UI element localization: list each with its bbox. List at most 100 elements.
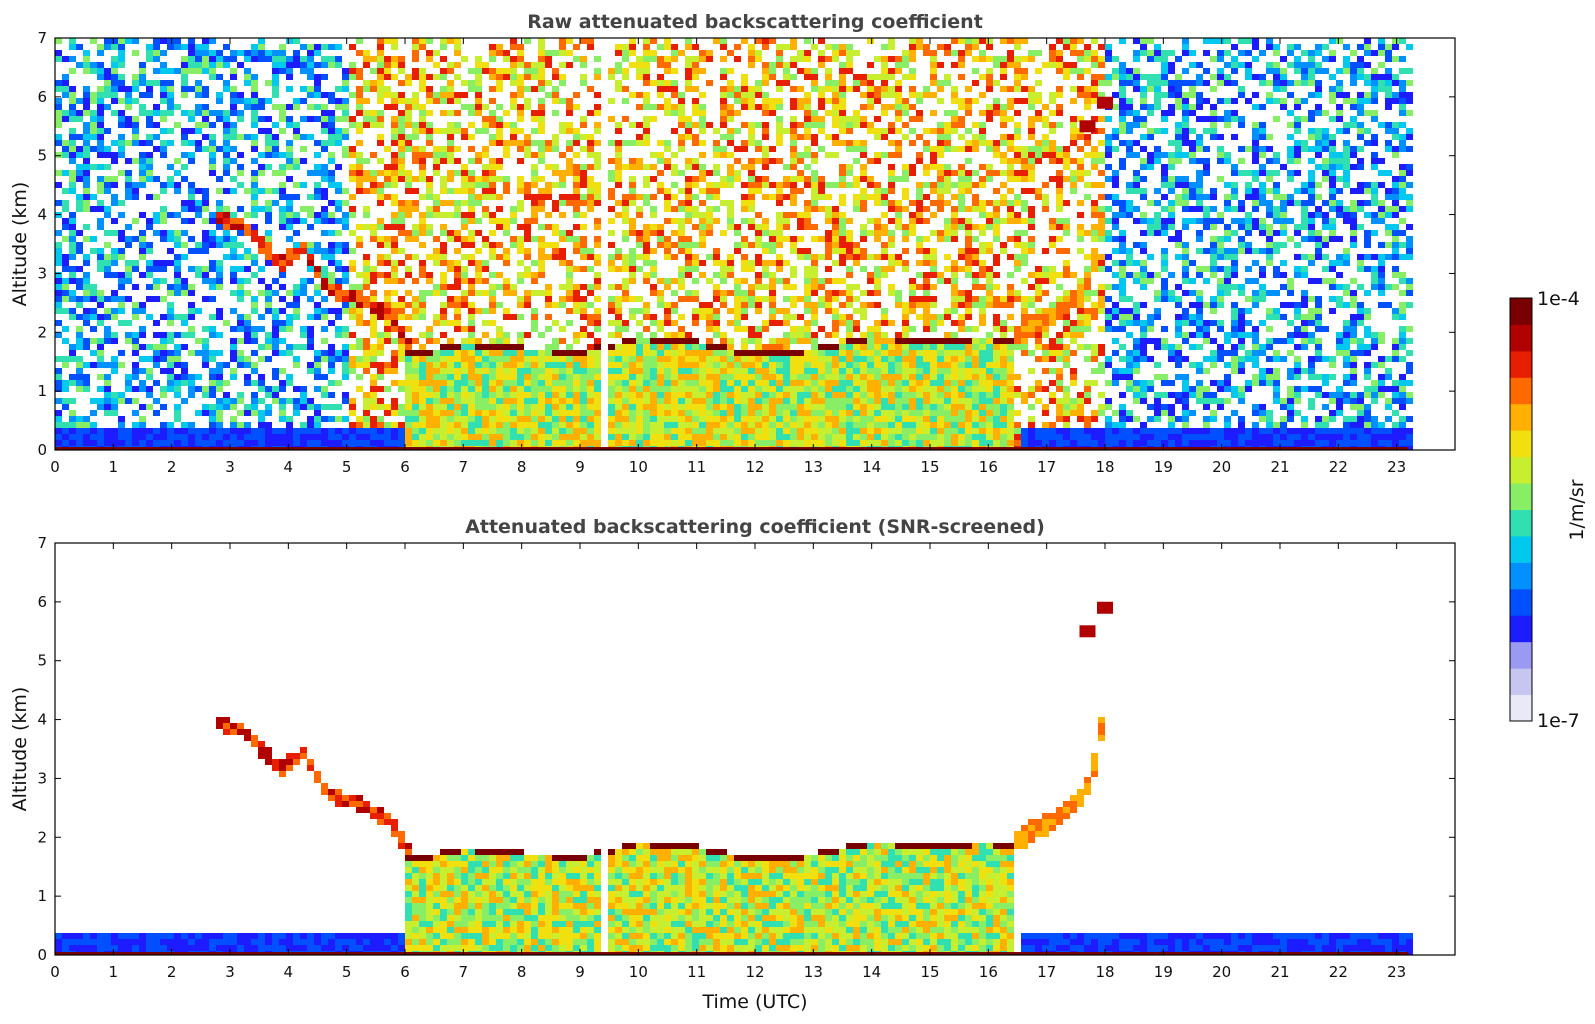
- heatmap-cell-raw: [573, 380, 580, 386]
- heatmap-cell-raw: [566, 398, 573, 404]
- heatmap-cell-raw: [727, 104, 734, 110]
- heatmap-cell-raw: [776, 422, 783, 428]
- heatmap-cell-raw: [209, 158, 216, 164]
- heatmap-cell-raw: [713, 314, 720, 320]
- heatmap-cell-raw: [146, 86, 153, 92]
- heatmap-cell-raw: [608, 380, 615, 386]
- heatmap-cell-raw: [384, 104, 391, 110]
- heatmap-cell-raw: [216, 212, 223, 218]
- heatmap-cell-raw: [62, 398, 69, 404]
- heatmap-cell-raw: [489, 416, 496, 422]
- heatmap-cell-raw: [594, 416, 601, 422]
- heatmap-cell-raw: [174, 362, 181, 368]
- heatmap-cell-raw: [566, 236, 573, 242]
- heatmap-cell-raw: [454, 302, 461, 308]
- heatmap-cell-raw: [860, 422, 867, 428]
- heatmap-cell-raw: [818, 392, 825, 398]
- heatmap-cell-raw: [692, 296, 699, 302]
- heatmap-cell-raw: [510, 350, 517, 356]
- heatmap-cell-raw: [398, 308, 405, 314]
- heatmap-cell-raw: [209, 434, 216, 440]
- heatmap-cell-raw: [573, 290, 580, 296]
- heatmap-cell-raw: [594, 392, 601, 398]
- heatmap-cell-raw: [797, 392, 804, 398]
- heatmap-cell-raw: [230, 326, 237, 332]
- heatmap-cell-raw: [405, 104, 412, 110]
- heatmap-cell-raw: [279, 380, 286, 386]
- heatmap-cell-raw: [818, 194, 825, 200]
- heatmap-cell-raw: [307, 248, 314, 254]
- heatmap-cell-raw: [811, 110, 818, 116]
- heatmap-cell-raw: [769, 296, 776, 302]
- heatmap-cell-raw: [552, 164, 559, 170]
- heatmap-cell-raw: [279, 272, 286, 278]
- heatmap-cell-raw: [454, 50, 461, 56]
- heatmap-cell-raw: [741, 254, 748, 260]
- heatmap-cell-raw: [419, 116, 426, 122]
- heatmap-cell-raw: [356, 170, 363, 176]
- heatmap-cell-raw: [209, 236, 216, 242]
- heatmap-cell-raw: [160, 392, 167, 398]
- heatmap-cell-raw: [636, 254, 643, 260]
- heatmap-cell-raw: [62, 440, 69, 446]
- heatmap-cell-raw: [643, 440, 650, 446]
- heatmap-cell-raw: [713, 332, 720, 338]
- heatmap-cell-raw: [83, 98, 90, 104]
- heatmap-cell-raw: [475, 416, 482, 422]
- heatmap-cell-raw: [559, 284, 566, 290]
- heatmap-cell-raw: [69, 290, 76, 296]
- heatmap-cell-raw: [447, 284, 454, 290]
- heatmap-cell-raw: [608, 302, 615, 308]
- heatmap-cell-raw: [755, 332, 762, 338]
- heatmap-cell-raw: [412, 434, 419, 440]
- heatmap-cell-raw: [286, 374, 293, 380]
- heatmap-cell-raw: [643, 392, 650, 398]
- heatmap-cell-raw: [223, 164, 230, 170]
- heatmap-cell-raw: [825, 218, 832, 224]
- heatmap-cell-raw: [748, 50, 755, 56]
- heatmap-cell-raw: [258, 434, 265, 440]
- heatmap-cell-raw: [636, 356, 643, 362]
- heatmap-cell-raw: [454, 206, 461, 212]
- heatmap-cell-raw: [426, 74, 433, 80]
- heatmap-cell-raw: [797, 56, 804, 62]
- heatmap-cell-raw: [237, 278, 244, 284]
- heatmap-cell-raw: [545, 164, 552, 170]
- heatmap-cell-raw: [216, 362, 223, 368]
- heatmap-cell-raw: [755, 278, 762, 284]
- heatmap-cell-raw: [55, 248, 62, 254]
- heatmap-cell-raw: [55, 122, 62, 128]
- heatmap-cell-raw: [146, 176, 153, 182]
- heatmap-cell-raw: [412, 356, 419, 362]
- heatmap-cell-raw: [55, 398, 62, 404]
- heatmap-cell-raw: [594, 404, 601, 410]
- heatmap-cell-raw: [181, 68, 188, 74]
- heatmap-cell-raw: [342, 296, 349, 302]
- heatmap-cell-raw: [706, 440, 713, 446]
- heatmap-cell-raw: [664, 110, 671, 116]
- heatmap-cell-raw: [195, 68, 202, 74]
- heatmap-cell-raw: [692, 104, 699, 110]
- heatmap-cell-raw: [776, 338, 783, 344]
- heatmap-cell-raw: [153, 134, 160, 140]
- heatmap-cell-raw: [419, 266, 426, 272]
- heatmap-cell-raw: [748, 434, 755, 440]
- heatmap-cell-raw: [398, 386, 405, 392]
- heatmap-cell-raw: [748, 224, 755, 230]
- heatmap-cell-raw: [104, 128, 111, 134]
- heatmap-cell-raw: [629, 140, 636, 146]
- heatmap-cell-raw: [846, 248, 853, 254]
- heatmap-cell-raw: [734, 428, 741, 434]
- heatmap-cell-raw: [804, 392, 811, 398]
- heatmap-cell-raw: [594, 374, 601, 380]
- heatmap-cell-raw: [860, 104, 867, 110]
- heatmap-cell-raw: [125, 260, 132, 266]
- heatmap-cell-raw: [853, 200, 860, 206]
- heatmap-cell-raw: [286, 152, 293, 158]
- heatmap-cell-raw: [804, 200, 811, 206]
- heatmap-cell-raw: [55, 284, 62, 290]
- heatmap-cell-raw: [286, 236, 293, 242]
- heatmap-cell-raw: [370, 272, 377, 278]
- heatmap-cell-raw: [615, 398, 622, 404]
- heatmap-cell-raw: [594, 140, 601, 146]
